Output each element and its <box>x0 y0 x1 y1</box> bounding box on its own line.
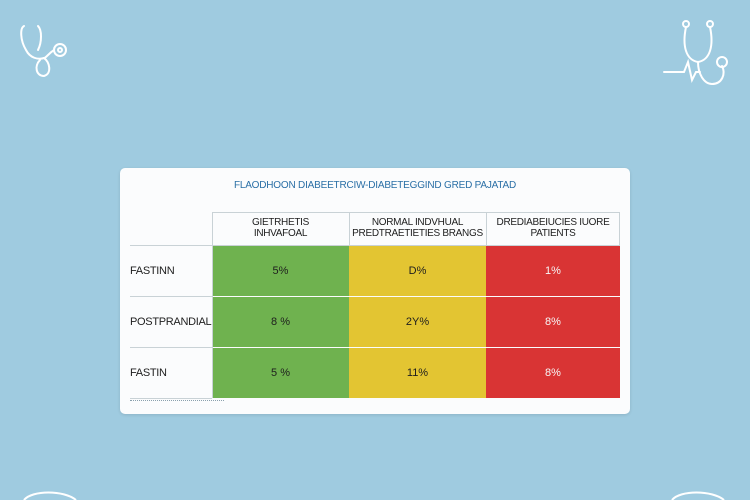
column-header: NORMAL INDVHUAL PREDTRAETIETIES BRANGS <box>352 217 483 239</box>
table-cell: 8% <box>486 348 620 398</box>
row-label: FASTINN <box>130 265 175 277</box>
grid-line <box>130 296 212 297</box>
stethoscope-icon <box>20 25 67 78</box>
grid-line <box>486 212 487 246</box>
table-cell: D% <box>349 246 486 296</box>
stethoscope-icon <box>663 20 728 86</box>
row-label: POSTPRANDIAL <box>130 316 212 328</box>
table-cell: 11% <box>349 348 486 398</box>
table-cell: 5 % <box>212 348 349 398</box>
card-title: FLAODHOON DIABEETRCIW-DIABETEGGIND GRED … <box>233 180 517 191</box>
footnote-line <box>130 400 224 404</box>
grid-line <box>349 212 350 246</box>
grid-line <box>619 212 620 246</box>
table-cell: 8 % <box>212 297 349 347</box>
column-header: DREDIABEIUCIES IUORE PATIENTS <box>496 217 610 239</box>
table-cell: 5% <box>212 246 349 296</box>
table-cell: 1% <box>486 246 620 296</box>
table-cell: 2Y% <box>349 297 486 347</box>
grid-line <box>130 245 620 246</box>
grid-line <box>130 398 212 399</box>
grid-line <box>212 212 213 398</box>
row-label: FASTIN <box>130 367 167 379</box>
table-cell: 8% <box>486 297 620 347</box>
decorative-circle <box>671 491 725 500</box>
column-header: GIETRHETIS INHVAFOAL <box>251 217 309 239</box>
grid-line <box>130 347 212 348</box>
decorative-circle <box>23 491 77 500</box>
data-card: FLAODHOON DIABEETRCIW-DIABETEGGIND GRED … <box>120 168 630 414</box>
grid-line <box>212 212 620 213</box>
